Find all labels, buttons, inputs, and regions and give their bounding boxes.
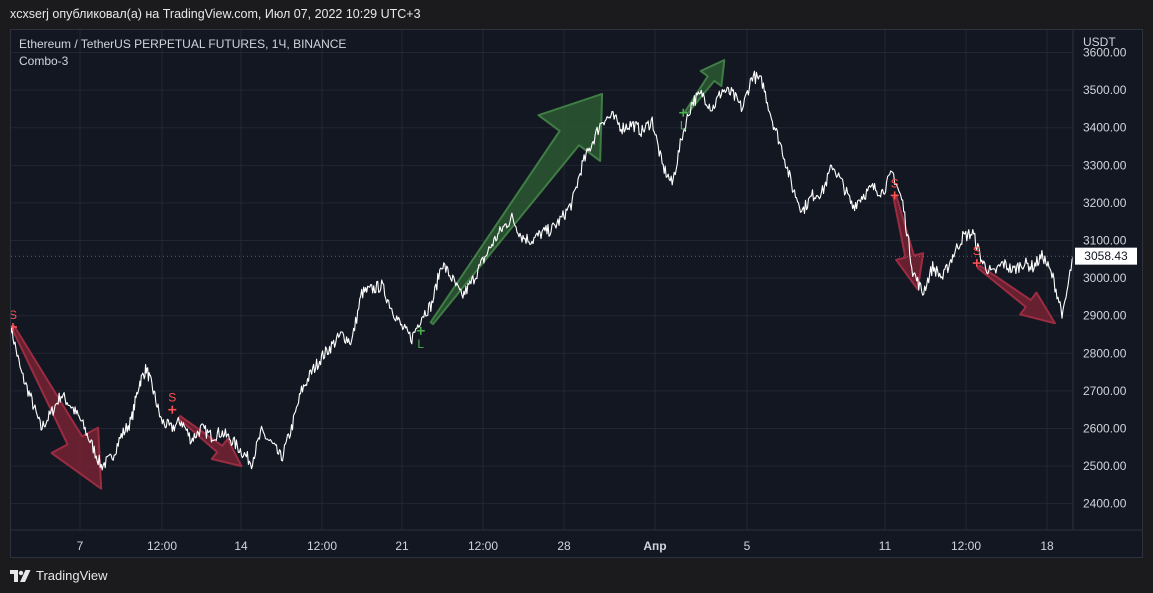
y-tick-label: 3000.00 bbox=[1083, 271, 1127, 285]
y-tick-label: 2800.00 bbox=[1083, 346, 1127, 360]
x-axis[interactable]: 7 12:00 14 12:00 21 12:00 28 Апр 5 11 12:00 18 bbox=[77, 539, 1054, 553]
y-tick-label: 2700.00 bbox=[1083, 384, 1127, 398]
y-tick-label: 2500.00 bbox=[1083, 459, 1127, 473]
x-tick-label: 7 bbox=[77, 539, 84, 553]
symbol-legend: Ethereum / TetherUS PERPETUAL FUTURES, 1… bbox=[19, 37, 346, 51]
x-tick-label: 18 bbox=[1040, 539, 1054, 553]
y-tick-label: 2900.00 bbox=[1083, 309, 1127, 323]
last-price-badge: 3058.43 bbox=[1075, 247, 1137, 265]
tradingview-logo[interactable]: TradingView bbox=[10, 568, 108, 583]
short-arrow bbox=[10, 325, 103, 490]
short-signal-label: S bbox=[891, 176, 899, 190]
short-signal-label: S bbox=[11, 308, 17, 322]
x-tick-label: 12:00 bbox=[147, 539, 177, 553]
x-tick-label: 14 bbox=[234, 539, 248, 553]
chart-panel[interactable]: S S L L S S 3600.00 3500.00 3400.00 3300.00 3200.… bbox=[9, 29, 1143, 558]
y-tick-label: 3400.00 bbox=[1083, 121, 1127, 135]
y-tick-label: 3200.00 bbox=[1083, 196, 1127, 210]
signal-markers: S S L L S S bbox=[9, 108, 981, 414]
short-signal-label: S bbox=[168, 391, 176, 405]
y-tick-label: 3300.00 bbox=[1083, 158, 1127, 172]
x-tick-label: 11 bbox=[879, 539, 892, 553]
currency-label: USDT bbox=[1083, 35, 1116, 49]
x-tick-label: 12:00 bbox=[951, 539, 981, 553]
price-chart[interactable]: S S L L S S 3600.00 3500.00 3400.00 3300.00 3200.… bbox=[9, 30, 1142, 557]
y-tick-label: 2400.00 bbox=[1083, 497, 1127, 511]
long-signal-label: L bbox=[680, 119, 687, 133]
x-tick-label: 21 bbox=[395, 539, 409, 553]
price-series bbox=[10, 70, 1074, 471]
short-arrow bbox=[177, 415, 243, 468]
short-arrow bbox=[892, 194, 925, 291]
y-tick-label: 2600.00 bbox=[1083, 421, 1127, 435]
long-signal-label: L bbox=[417, 337, 424, 351]
x-tick-label: Апр bbox=[643, 539, 666, 553]
x-tick-label: 28 bbox=[557, 539, 571, 553]
tradingview-brand: TradingView bbox=[36, 568, 108, 583]
y-axis[interactable]: 3600.00 3500.00 3400.00 3300.00 3200.00 3100.… bbox=[1083, 46, 1127, 511]
y-tick-label: 3500.00 bbox=[1083, 83, 1127, 97]
attribution-text: xcxserj опубликовал(а) на TradingView.co… bbox=[10, 7, 421, 21]
indicator-legend: Combo-3 bbox=[19, 54, 69, 68]
signal-arrows bbox=[10, 59, 1056, 490]
x-tick-label: 12:00 bbox=[468, 539, 498, 553]
y-tick-label: 3100.00 bbox=[1083, 234, 1127, 248]
price-line bbox=[10, 70, 1074, 471]
tradingview-logo-icon bbox=[10, 569, 32, 582]
short-signal-label: S bbox=[973, 244, 981, 258]
y-tick-label: 3600.00 bbox=[1083, 46, 1127, 60]
x-tick-label: 5 bbox=[744, 539, 751, 553]
long-arrow bbox=[429, 92, 604, 326]
x-tick-label: 12:00 bbox=[307, 539, 337, 553]
short-arrow bbox=[976, 264, 1056, 325]
last-price-label: 3058.43 bbox=[1084, 249, 1128, 263]
